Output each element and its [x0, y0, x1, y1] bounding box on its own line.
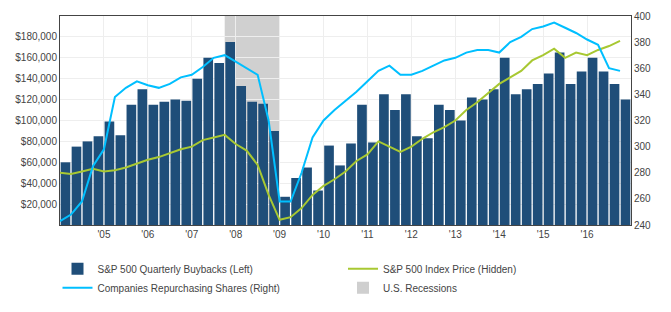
- svg-text:'11: '11: [361, 229, 374, 240]
- svg-text:$120,000: $120,000: [15, 94, 57, 105]
- svg-text:'09: '09: [273, 229, 286, 240]
- svg-text:$100,000: $100,000: [15, 115, 57, 126]
- svg-text:'13: '13: [449, 229, 462, 240]
- svg-text:240: 240: [634, 220, 651, 231]
- svg-text:400: 400: [634, 11, 651, 22]
- svg-text:'12: '12: [405, 229, 418, 240]
- svg-text:Companies Repurchasing Shares: Companies Repurchasing Shares (Right): [98, 283, 280, 294]
- svg-text:$60,000: $60,000: [21, 157, 58, 168]
- svg-text:380: 380: [634, 37, 651, 48]
- svg-text:'05: '05: [97, 229, 110, 240]
- svg-text:U.S. Recessions: U.S. Recessions: [383, 283, 457, 294]
- svg-text:$80,000: $80,000: [21, 136, 58, 147]
- svg-text:$20,000: $20,000: [21, 199, 58, 210]
- svg-text:260: 260: [634, 193, 651, 204]
- svg-text:'16: '16: [581, 229, 594, 240]
- svg-text:300: 300: [634, 141, 651, 152]
- svg-text:320: 320: [634, 115, 651, 126]
- svg-text:$160,000: $160,000: [15, 52, 57, 63]
- svg-text:360: 360: [634, 63, 651, 74]
- svg-text:280: 280: [634, 167, 651, 178]
- svg-text:340: 340: [634, 89, 651, 100]
- svg-text:S&P 500 Index Price (Hidden): S&P 500 Index Price (Hidden): [383, 264, 516, 275]
- svg-text:'10: '10: [317, 229, 330, 240]
- svg-text:'14: '14: [493, 229, 506, 240]
- svg-text:$180,000: $180,000: [15, 31, 57, 42]
- svg-text:'15: '15: [537, 229, 550, 240]
- svg-text:'08: '08: [229, 229, 242, 240]
- svg-text:$140,000: $140,000: [15, 73, 57, 84]
- svg-text:$40,000: $40,000: [21, 178, 58, 189]
- svg-text:'07: '07: [185, 229, 198, 240]
- svg-text:'06: '06: [141, 229, 154, 240]
- svg-text:S&P 500 Quarterly Buybacks (Le: S&P 500 Quarterly Buybacks (Left): [98, 264, 253, 275]
